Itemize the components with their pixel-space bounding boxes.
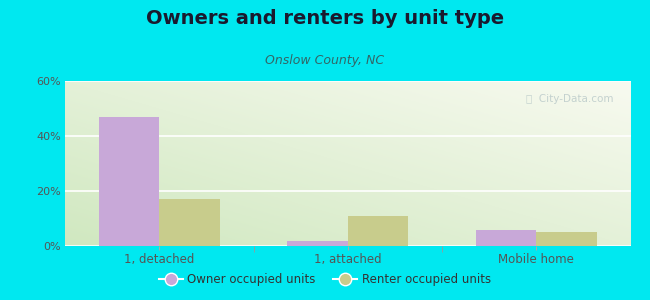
- Legend: Owner occupied units, Renter occupied units: Owner occupied units, Renter occupied un…: [154, 269, 496, 291]
- Bar: [159, 199, 220, 246]
- Text: Owners and renters by unit type: Owners and renters by unit type: [146, 9, 504, 28]
- Text: ⓘ  City-Data.com: ⓘ City-Data.com: [526, 94, 614, 104]
- Bar: [287, 241, 348, 246]
- Bar: [536, 232, 597, 246]
- Text: Onslow County, NC: Onslow County, NC: [265, 54, 385, 67]
- Bar: [99, 117, 159, 246]
- Bar: [348, 216, 408, 246]
- Bar: [476, 230, 536, 246]
